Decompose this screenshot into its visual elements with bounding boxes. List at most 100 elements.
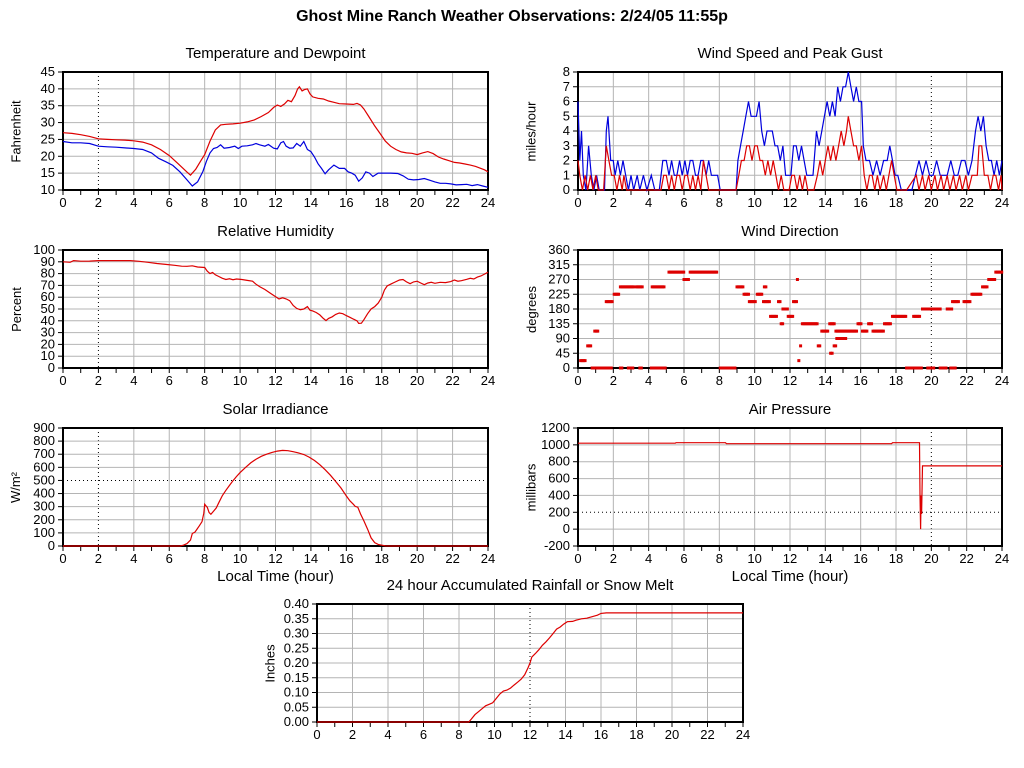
plot-area: 0 2 4 6 8 10 12 14 16 18 20 22 240102030405060708090… [33,242,495,388]
svg-text:18: 18 [629,727,643,742]
svg-text:0.25: 0.25 [284,640,309,655]
svg-text:12: 12 [523,727,537,742]
air-pressure-line [578,442,1002,530]
svg-text:4: 4 [645,373,652,388]
svg-text:22: 22 [445,373,459,388]
chart-title: Solar Irradiance [222,401,329,418]
svg-text:100: 100 [33,525,55,540]
svg-text:0: 0 [574,195,581,210]
svg-text:600: 600 [33,459,55,474]
svg-text:60: 60 [41,289,55,304]
svg-text:35: 35 [41,98,55,113]
svg-text:8: 8 [201,373,208,388]
svg-text:10: 10 [41,348,55,363]
svg-text:22: 22 [959,195,973,210]
wind-direction-points [579,270,1004,370]
svg-text:270: 270 [548,272,570,287]
y-axis-label: millibars [523,463,539,511]
svg-text:2: 2 [610,551,617,566]
svg-text:45: 45 [41,64,55,79]
svg-text:20: 20 [410,195,424,210]
y-axis-label: Inches [262,643,278,683]
svg-text:2: 2 [563,153,570,168]
svg-text:10: 10 [747,551,761,566]
chart-title: Temperature and Dewpoint [185,45,366,62]
svg-text:20: 20 [410,373,424,388]
svg-text:30: 30 [41,325,55,340]
plot-frame [62,427,489,547]
svg-text:14: 14 [304,195,318,210]
chart-title: Relative Humidity [217,223,334,240]
svg-text:0.10: 0.10 [284,685,309,700]
svg-text:22: 22 [700,727,714,742]
svg-text:6: 6 [166,373,173,388]
y-axis-label: degrees [523,285,539,333]
chart-title: Wind Speed and Peak Gust [697,45,883,62]
svg-text:800: 800 [548,454,570,469]
axis-ticks [312,603,744,727]
grid-lines [63,250,488,368]
svg-text:8: 8 [455,727,462,742]
solar-irradiance-chart: Solar Irradiance W/m² 0 2 4 6 8 10 12 14 16 18 20 2… [9,401,496,585]
svg-text:6: 6 [680,195,687,210]
y-axis-label: Percent [8,286,24,332]
svg-text:800: 800 [33,433,55,448]
svg-text:8: 8 [563,64,570,79]
y-axis-label-wrap: miles/hour [522,72,540,190]
svg-text:0: 0 [563,360,570,375]
svg-text:0: 0 [574,373,581,388]
svg-text:15: 15 [41,165,55,180]
svg-text:24: 24 [481,551,495,566]
svg-text:400: 400 [33,486,55,501]
y-axis-label: Fahrenheit [8,99,24,163]
svg-text:20: 20 [41,336,55,351]
svg-text:22: 22 [445,551,459,566]
plot-frame [62,249,489,369]
svg-text:20: 20 [924,195,938,210]
axis-tick-labels: 0 2 4 6 8 10 12 14 16 18 20 22 240100200300400500600… [33,420,495,566]
svg-text:10: 10 [233,195,247,210]
plot-area: 0 2 4 6 8 10 12 14 16 18 20 22 240.000.050.100.150.2… [284,596,751,742]
svg-text:360: 360 [548,242,570,257]
svg-text:400: 400 [548,487,570,502]
svg-text:14: 14 [304,551,318,566]
svg-text:4: 4 [130,195,137,210]
svg-text:0: 0 [48,360,55,375]
svg-text:18: 18 [375,551,389,566]
svg-text:20: 20 [665,727,679,742]
svg-text:22: 22 [445,195,459,210]
svg-text:14: 14 [558,727,572,742]
svg-text:200: 200 [548,504,570,519]
svg-text:315: 315 [548,257,570,272]
svg-text:50: 50 [41,301,55,316]
axis-ticks [58,427,489,551]
svg-text:700: 700 [33,446,55,461]
axis-ticks [58,249,489,373]
svg-text:14: 14 [818,195,832,210]
svg-text:2: 2 [95,551,102,566]
svg-text:14: 14 [818,551,832,566]
svg-text:18: 18 [889,373,903,388]
svg-text:3: 3 [563,138,570,153]
svg-text:0.40: 0.40 [284,596,309,611]
svg-text:5: 5 [563,108,570,123]
svg-text:16: 16 [853,551,867,566]
y-axis-label: W/m² [8,471,24,503]
svg-text:16: 16 [853,373,867,388]
svg-text:0.00: 0.00 [284,714,309,729]
svg-text:6: 6 [166,195,173,210]
svg-text:10: 10 [41,182,55,197]
svg-text:7: 7 [563,79,570,94]
plot-area: 0 2 4 6 8 10 12 14 16 18 20 22 24-200020040060080010… [541,420,1009,566]
svg-text:6: 6 [680,373,687,388]
svg-text:1000: 1000 [541,437,570,452]
axis-ticks [58,71,489,195]
svg-text:22: 22 [959,551,973,566]
y-axis-label-wrap: millibars [522,428,540,546]
axis-ticks [573,71,1003,195]
temperature-line [62,85,489,177]
svg-text:30: 30 [41,115,55,130]
